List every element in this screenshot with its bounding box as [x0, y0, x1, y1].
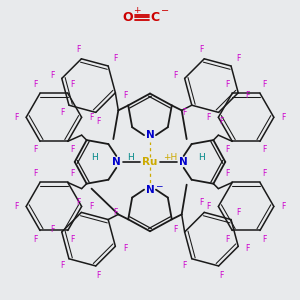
Text: F: F — [263, 169, 267, 178]
Text: N: N — [146, 184, 154, 195]
Text: F: F — [70, 169, 75, 178]
Text: F: F — [33, 80, 37, 89]
Text: F: F — [113, 55, 117, 64]
Text: C: C — [150, 11, 160, 24]
Text: F: F — [225, 146, 230, 154]
Text: N: N — [179, 157, 188, 167]
Text: F: F — [33, 235, 37, 244]
Text: F: F — [50, 71, 54, 80]
Text: +H: +H — [163, 153, 177, 162]
Text: F: F — [33, 146, 37, 154]
Text: F: F — [206, 202, 211, 211]
Text: F: F — [33, 169, 37, 178]
Text: F: F — [225, 80, 230, 89]
Text: F: F — [206, 113, 211, 122]
Text: F: F — [173, 225, 177, 234]
Text: F: F — [219, 271, 224, 280]
Text: F: F — [246, 244, 250, 253]
Text: F: F — [70, 80, 75, 89]
Text: F: F — [70, 146, 75, 154]
Text: H: H — [198, 153, 205, 162]
Text: F: F — [225, 169, 230, 178]
Text: F: F — [183, 261, 187, 270]
Text: F: F — [89, 202, 94, 211]
Text: −: − — [155, 181, 163, 190]
Text: F: F — [263, 80, 267, 89]
Text: H: H — [91, 153, 98, 162]
Text: N: N — [112, 157, 121, 167]
Text: F: F — [89, 113, 94, 122]
Text: F: F — [263, 235, 267, 244]
Text: F: F — [236, 55, 240, 64]
Text: −: − — [161, 6, 169, 16]
Text: F: F — [183, 108, 187, 117]
Text: F: F — [225, 235, 230, 244]
Text: F: F — [200, 45, 204, 54]
Text: F: F — [282, 113, 286, 122]
Text: F: F — [50, 225, 54, 234]
Text: F: F — [246, 91, 250, 100]
Text: F: F — [14, 202, 18, 211]
Text: F: F — [282, 202, 286, 211]
Text: O: O — [122, 11, 133, 24]
Text: F: F — [236, 208, 240, 217]
Text: F: F — [219, 118, 224, 127]
Text: Ru: Ru — [142, 157, 158, 167]
Text: F: F — [14, 113, 18, 122]
Text: F: F — [76, 45, 81, 54]
Text: F: F — [76, 198, 81, 207]
Text: F: F — [60, 108, 64, 117]
Text: F: F — [60, 261, 64, 270]
Text: F: F — [113, 208, 117, 217]
Text: F: F — [123, 91, 127, 100]
Text: F: F — [70, 235, 75, 244]
Text: +: + — [134, 6, 141, 15]
Text: F: F — [96, 118, 100, 127]
Text: N: N — [146, 130, 154, 140]
Text: H: H — [127, 153, 134, 162]
Text: F: F — [96, 271, 100, 280]
Text: F: F — [200, 198, 204, 207]
Text: F: F — [123, 244, 127, 253]
Text: F: F — [173, 71, 177, 80]
Text: F: F — [263, 146, 267, 154]
